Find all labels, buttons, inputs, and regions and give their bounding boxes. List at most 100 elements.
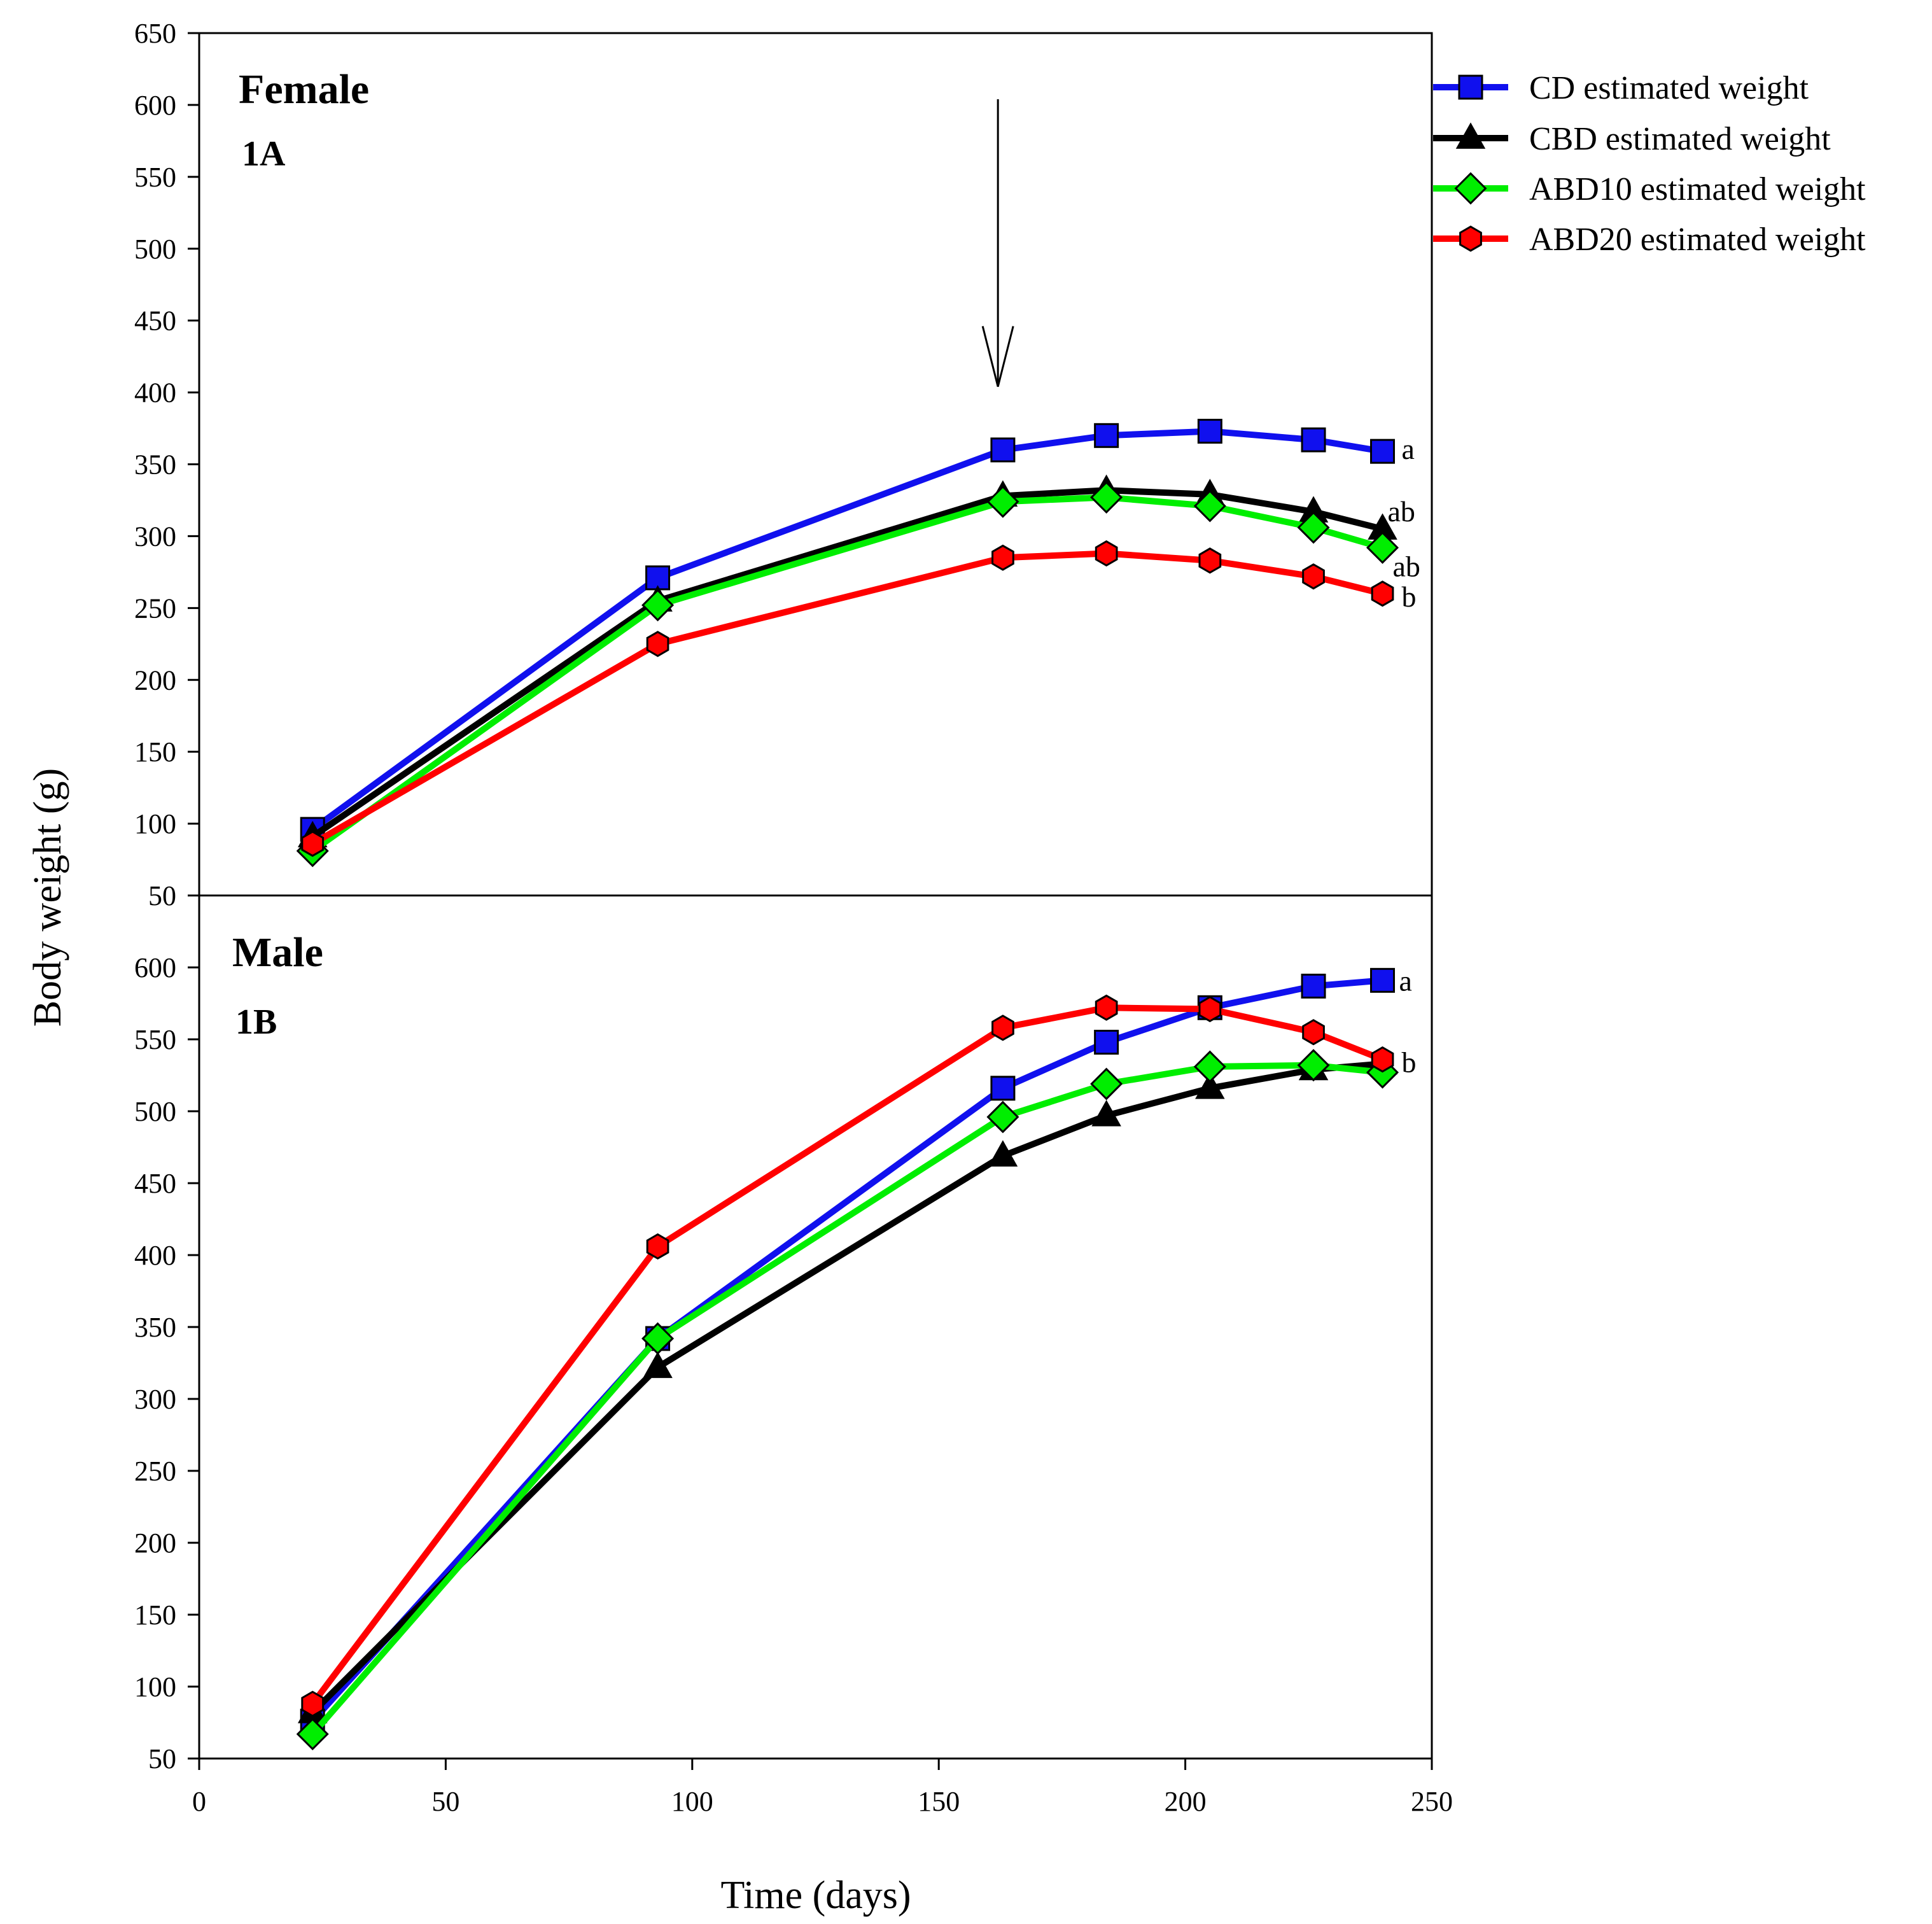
data-point-abd10-top — [1366, 531, 1399, 565]
y-tick-label-bottom: 300 — [134, 1384, 176, 1415]
data-point-cd-top — [1301, 427, 1326, 453]
legend-label-abd20: ABD20 estimated weight — [1529, 221, 1866, 258]
x-tick-label: 150 — [918, 1786, 960, 1817]
y-tick-label-top: 450 — [134, 305, 176, 337]
series-layer — [296, 419, 1399, 1751]
y-tick-label-bottom: 500 — [134, 1096, 176, 1127]
x-tick-label: 250 — [1411, 1786, 1453, 1817]
y-tick-label-bottom: 250 — [134, 1456, 176, 1487]
top-panel-title: Female — [239, 66, 369, 113]
data-point-abd10-top — [986, 485, 1019, 518]
y-tick-label-top: 100 — [134, 808, 176, 839]
data-point-cd-top — [1370, 439, 1396, 464]
y-tick-label-top: 150 — [134, 736, 176, 768]
y-tick-label-top: 300 — [134, 521, 176, 552]
data-point-abd20-top — [1095, 540, 1118, 567]
data-point-abd10-bottom — [1193, 1050, 1226, 1083]
bottom-panel-subtitle: 1B — [235, 1002, 277, 1042]
data-point-cd-bottom — [1301, 973, 1326, 999]
data-point-abd10-top — [1090, 481, 1123, 514]
text-layer: Female 1A Male 1B Time (days) Body weigh… — [26, 66, 1420, 1917]
y-tick-label-top: 250 — [134, 593, 176, 624]
x-tick-label: 200 — [1165, 1786, 1207, 1817]
data-point-abd10-bottom — [296, 1718, 329, 1751]
y-tick-label-top: 500 — [134, 234, 176, 265]
series-line-abd20-top — [311, 550, 1383, 847]
legend-marker-abd20 — [1459, 225, 1482, 252]
legend-item-abd20: ABD20 estimated weight — [1433, 221, 1866, 258]
data-point-abd20-bottom — [646, 1233, 669, 1260]
data-point-abd20-top — [1198, 547, 1222, 574]
data-point-abd10-bottom — [986, 1100, 1019, 1134]
y-tick-label-bottom: 600 — [134, 952, 176, 983]
series-line-abd10-bottom — [310, 1062, 1383, 1736]
legend-item-cbd: CBD estimated weight — [1433, 121, 1831, 157]
legend-marker-abd10 — [1454, 172, 1487, 205]
data-point-cd-bottom — [990, 1076, 1016, 1101]
data-point-abd20-bottom — [991, 1015, 1014, 1041]
y-tick-label-top: 200 — [134, 664, 176, 696]
data-point-abd10-top — [641, 589, 675, 622]
legend-item-abd10: ABD10 estimated weight — [1433, 171, 1866, 207]
significance-label-abd20-top: b — [1402, 580, 1417, 613]
x-tick-label: 50 — [431, 1786, 459, 1817]
data-point-cd-top — [1197, 419, 1222, 444]
y-tick-label-bottom: 100 — [134, 1671, 176, 1703]
plot-frame-top — [198, 32, 1433, 897]
data-point-abd20-top — [1302, 563, 1325, 590]
data-point-abd10-top — [1193, 489, 1226, 523]
data-point-abd20-bottom — [301, 1690, 325, 1717]
data-point-abd10-top — [1297, 511, 1330, 544]
data-point-abd10-bottom — [1090, 1067, 1123, 1100]
legend-item-cd: CD estimated weight — [1433, 70, 1809, 106]
plot-frame-bottom — [198, 894, 1433, 1760]
y-tick-label-top: 350 — [134, 449, 176, 481]
annotation-layer — [981, 99, 1014, 387]
y-tick-label-top: 550 — [134, 162, 176, 193]
treatment-arrow — [981, 99, 1014, 387]
data-point-abd20-top — [991, 544, 1014, 571]
data-point-cbd-bottom — [643, 1351, 673, 1379]
axes-layer: 5010015020025030035040045050055060065050… — [134, 18, 1453, 1817]
data-point-abd20-bottom — [1095, 994, 1118, 1021]
data-point-abd20-top — [646, 631, 669, 657]
y-tick-label-top: 650 — [134, 18, 176, 49]
x-axis-title: Time (days) — [720, 1874, 911, 1917]
data-point-cbd-bottom — [1091, 1100, 1121, 1127]
y-tick-label-bottom: 450 — [134, 1168, 176, 1199]
significance-label-abd20-bottom: b — [1402, 1046, 1417, 1079]
significance-label-cd-bottom: a — [1399, 964, 1412, 997]
legend-marker-cbd — [1455, 122, 1486, 149]
data-point-cd-bottom — [1094, 1030, 1119, 1055]
y-tick-label-bottom: 400 — [134, 1240, 176, 1271]
legend-marker-cd — [1458, 74, 1483, 100]
series-line-abd10-top — [311, 494, 1383, 854]
data-point-cbd-bottom — [988, 1140, 1018, 1167]
series-line-cbd-top — [311, 487, 1383, 839]
y-tick-label-bottom: 550 — [134, 1024, 176, 1055]
data-point-abd10-bottom — [1297, 1049, 1330, 1082]
data-point-cd-bottom — [1370, 967, 1396, 993]
series-line-cd-bottom — [310, 977, 1383, 1724]
data-point-abd20-bottom — [1198, 995, 1222, 1023]
x-tick-label: 0 — [192, 1786, 206, 1817]
data-point-abd10-bottom — [641, 1322, 675, 1355]
x-tick-label: 100 — [671, 1786, 713, 1817]
y-tick-label-bottom: 50 — [148, 1743, 176, 1774]
data-point-cd-top — [990, 437, 1016, 463]
y-tick-label-bottom: 200 — [134, 1527, 176, 1559]
data-point-abd20-top — [301, 831, 325, 857]
legend: CD estimated weight CBD estimated weight A… — [1433, 70, 1866, 258]
data-point-cbd-bottom — [1195, 1072, 1225, 1099]
y-tick-label-bottom: 350 — [134, 1312, 176, 1343]
data-point-abd20-bottom — [1302, 1019, 1325, 1046]
series-line-cbd-bottom — [310, 1060, 1383, 1715]
series-line-cd-top — [311, 428, 1383, 832]
y-tick-label-top: 400 — [134, 377, 176, 409]
series-line-abd20-bottom — [310, 1004, 1384, 1706]
y-tick-label-top: 50 — [148, 880, 176, 911]
y-tick-label-bottom: 150 — [134, 1599, 176, 1631]
data-point-abd20-top — [1371, 580, 1394, 607]
legend-label-cd: CD estimated weight — [1529, 70, 1809, 106]
